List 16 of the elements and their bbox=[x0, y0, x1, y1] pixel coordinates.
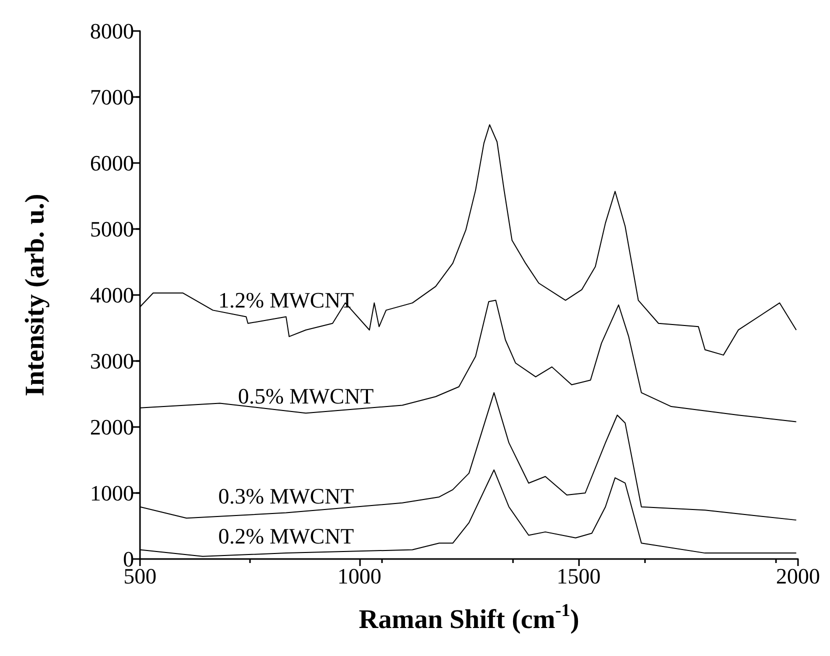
y-tick-label: 2000 bbox=[90, 414, 134, 440]
y-tick-label: 3000 bbox=[90, 348, 134, 374]
series-label: 0.5% MWCNT bbox=[238, 384, 374, 409]
x-tick-label: 1500 bbox=[556, 564, 601, 588]
y-tick-label: 6000 bbox=[90, 150, 134, 176]
series-label: 0.2% MWCNT bbox=[218, 524, 354, 549]
x-tick-label: 2000 bbox=[776, 564, 820, 588]
series-label: 0.3% MWCNT bbox=[218, 483, 354, 508]
series-label: 1.2% MWCNT bbox=[218, 287, 354, 312]
y-tick-label: 1000 bbox=[90, 480, 134, 506]
x-tick-label: 1000 bbox=[337, 564, 382, 588]
y-tick-label: 7000 bbox=[90, 84, 134, 110]
y-tick-label: 4000 bbox=[90, 282, 134, 308]
y-axis-title: Intensity (arb. u.) bbox=[20, 194, 50, 396]
y-tick-label: 5000 bbox=[90, 216, 134, 242]
y-tick-label: 8000 bbox=[90, 18, 134, 44]
